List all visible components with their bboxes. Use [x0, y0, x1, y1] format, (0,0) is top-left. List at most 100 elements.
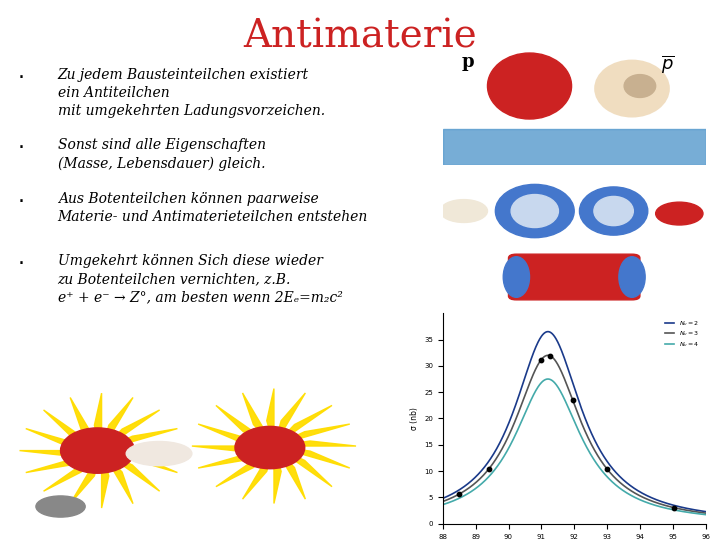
$N_{\nu}=3$ — [438, 498, 447, 505]
Polygon shape — [274, 393, 305, 446]
Polygon shape — [198, 446, 274, 468]
Legend: $N_{\nu}=2$, $N_{\nu}=3$, $N_{\nu}=4$: $N_{\nu}=2$, $N_{\nu}=3$, $N_{\nu}=4$ — [662, 316, 703, 352]
Polygon shape — [26, 450, 102, 472]
Point — [544, 351, 555, 360]
Polygon shape — [102, 410, 160, 450]
Polygon shape — [43, 450, 102, 491]
$N_{\nu}=4$ — [506, 442, 515, 448]
$N_{\nu}=3$ — [544, 352, 552, 359]
$N_{\nu}=4$ — [485, 473, 494, 480]
Y-axis label: σ (nb): σ (nb) — [410, 407, 418, 430]
Polygon shape — [70, 397, 102, 450]
Ellipse shape — [594, 197, 634, 226]
Ellipse shape — [503, 256, 529, 298]
$N_{\nu}=2$ — [614, 472, 623, 478]
$N_{\nu}=3$ — [485, 465, 494, 471]
$N_{\nu}=4$ — [701, 511, 710, 518]
$N_{\nu}=4$ — [438, 502, 447, 508]
Polygon shape — [216, 406, 274, 446]
$N_{\nu}=3$ — [506, 429, 515, 435]
$N_{\nu}=3$ — [636, 493, 645, 500]
$N_{\nu}=4$ — [594, 462, 603, 469]
Text: $\overline{p}$: $\overline{p}$ — [661, 53, 675, 75]
Ellipse shape — [235, 427, 305, 469]
Polygon shape — [274, 406, 332, 446]
Point — [483, 464, 495, 473]
$N_{\nu}=2$ — [544, 328, 552, 335]
$N_{\nu}=2$ — [701, 508, 710, 515]
Ellipse shape — [60, 428, 135, 473]
Text: Antimaterie: Antimaterie — [243, 19, 477, 56]
Polygon shape — [274, 446, 282, 503]
FancyBboxPatch shape — [443, 129, 706, 165]
Polygon shape — [243, 393, 274, 446]
Circle shape — [126, 442, 192, 465]
Polygon shape — [102, 429, 177, 450]
Text: Aus Botenteilchen können paarweise
Materie- und Antimaterieteilchen entstehen: Aus Botenteilchen können paarweise Mater… — [58, 192, 368, 224]
$N_{\nu}=3$ — [701, 510, 710, 516]
Polygon shape — [94, 393, 102, 450]
Point — [669, 503, 680, 512]
Polygon shape — [102, 397, 133, 450]
Line: $N_{\nu}=2$: $N_{\nu}=2$ — [443, 332, 706, 511]
Line: $N_{\nu}=3$: $N_{\nu}=3$ — [443, 355, 706, 513]
$N_{\nu}=3$ — [614, 478, 623, 484]
$N_{\nu}=3$ — [558, 370, 567, 376]
Text: Zu jedem Bausteinteilchen existiert
ein Antiteilchen
mit umgekehrten Ladungsvorz: Zu jedem Bausteinteilchen existiert ein … — [58, 68, 325, 118]
Polygon shape — [102, 446, 184, 450]
Ellipse shape — [580, 187, 648, 235]
Point — [536, 355, 547, 364]
Point — [454, 490, 465, 498]
Polygon shape — [70, 450, 102, 504]
Polygon shape — [102, 450, 177, 472]
Ellipse shape — [619, 256, 645, 298]
Text: Sonst sind alle Eigenschaften
(Masse, Lebensdauer) gleich.: Sonst sind alle Eigenschaften (Masse, Le… — [58, 138, 266, 171]
$N_{\nu}=4$ — [558, 392, 567, 398]
$N_{\nu}=2$ — [594, 443, 603, 450]
Circle shape — [656, 202, 703, 225]
Text: Umgekehrt können Sich diese wieder
zu Botenteilchen vernichten, z.B.
e⁺ + e⁻ → Z: Umgekehrt können Sich diese wieder zu Bo… — [58, 254, 343, 305]
$N_{\nu}=3$ — [594, 453, 603, 460]
Point — [601, 464, 613, 473]
Polygon shape — [274, 446, 305, 499]
$N_{\nu}=2$ — [636, 489, 645, 496]
Polygon shape — [274, 446, 350, 468]
Text: ·: · — [18, 138, 25, 158]
Ellipse shape — [36, 496, 85, 517]
Circle shape — [440, 200, 487, 222]
Polygon shape — [198, 424, 274, 446]
Polygon shape — [26, 429, 102, 450]
$N_{\nu}=2$ — [485, 457, 494, 464]
$N_{\nu}=2$ — [506, 416, 515, 422]
Text: ·: · — [18, 192, 25, 212]
$N_{\nu}=2$ — [558, 349, 567, 355]
Polygon shape — [19, 450, 102, 456]
Polygon shape — [216, 446, 274, 487]
Text: $m_Z$: $m_Z$ — [477, 512, 500, 526]
Ellipse shape — [595, 60, 669, 117]
Polygon shape — [266, 389, 274, 446]
Polygon shape — [243, 446, 274, 499]
Text: ·: · — [18, 254, 25, 274]
Ellipse shape — [487, 53, 572, 119]
Text: $2E_e$: $2E_e$ — [589, 510, 613, 526]
$N_{\nu}=2$ — [438, 495, 447, 502]
$N_{\nu}=4$ — [544, 376, 552, 382]
Text: ·: · — [18, 68, 25, 87]
Ellipse shape — [511, 194, 559, 227]
Polygon shape — [274, 441, 356, 446]
Polygon shape — [102, 450, 109, 508]
Polygon shape — [102, 450, 160, 491]
Line: $N_{\nu}=4$: $N_{\nu}=4$ — [443, 379, 706, 515]
$N_{\nu}=4$ — [636, 497, 645, 503]
Polygon shape — [274, 424, 350, 446]
$N_{\nu}=4$ — [614, 484, 623, 491]
Ellipse shape — [495, 184, 575, 238]
Polygon shape — [274, 446, 332, 487]
Polygon shape — [43, 410, 102, 450]
Text: p: p — [462, 53, 474, 71]
FancyBboxPatch shape — [508, 254, 640, 300]
Polygon shape — [102, 450, 133, 504]
Ellipse shape — [624, 75, 656, 97]
Polygon shape — [192, 446, 274, 451]
